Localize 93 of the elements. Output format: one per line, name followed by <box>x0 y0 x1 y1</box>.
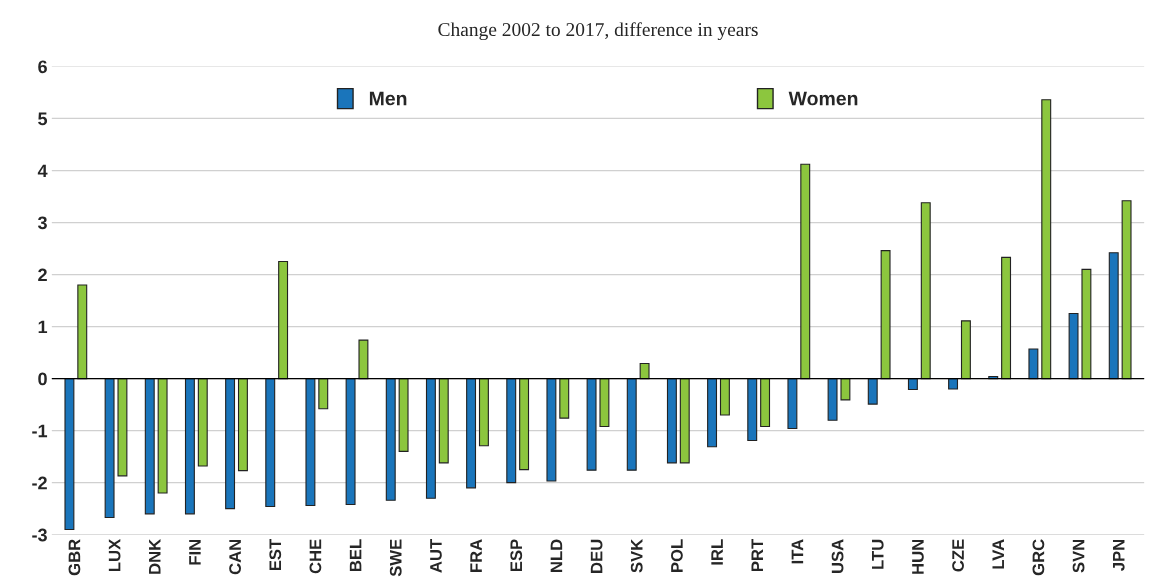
bar <box>77 284 88 380</box>
x-tick-label: AUT <box>430 538 442 573</box>
bar <box>867 378 878 405</box>
x-tick-label: SVN <box>1072 539 1085 573</box>
bar <box>1068 313 1079 380</box>
bar <box>559 378 570 419</box>
x-tick-label: BEL <box>349 539 362 572</box>
bar <box>425 378 436 499</box>
x-tick-label: SVK <box>630 538 643 573</box>
bar <box>719 378 730 416</box>
bar <box>626 378 637 471</box>
x-tick-label: ESP <box>510 539 523 572</box>
bar <box>117 378 128 477</box>
y-tick-label: 0 <box>38 372 47 386</box>
x-tick-label: CHE <box>309 539 322 574</box>
legend-label: Women <box>788 91 858 106</box>
bar <box>1108 252 1119 380</box>
bar <box>345 378 356 506</box>
bar <box>1081 268 1092 380</box>
bar <box>225 378 236 510</box>
x-tick-label: FRA <box>470 539 482 572</box>
bar <box>787 378 798 430</box>
x-tick-label: LVA <box>992 539 1004 569</box>
x-tick-label: CZE <box>952 539 964 572</box>
bar <box>519 378 530 471</box>
x-tick-label: DEU <box>590 539 603 573</box>
x-tick-label: IRL <box>711 539 723 565</box>
x-tick-label: FIN <box>189 539 201 565</box>
bar <box>104 378 115 519</box>
bar <box>278 260 289 380</box>
y-tick-label: 6 <box>38 60 47 74</box>
bar <box>747 378 758 442</box>
y-tick-label: 1 <box>38 320 48 334</box>
bar <box>144 378 155 515</box>
y-tick-label: 5 <box>38 112 48 126</box>
y-tick-label: -3 <box>32 528 47 542</box>
bar <box>960 320 971 380</box>
bar <box>800 163 811 380</box>
bar <box>1121 200 1132 380</box>
x-tick-label: ITA <box>791 539 804 564</box>
x-tick-label: GRC <box>1032 539 1045 576</box>
bar <box>466 378 477 489</box>
x-tick-label: HUN <box>912 539 924 574</box>
bar <box>707 378 718 448</box>
x-tick-label: SWE <box>389 539 402 577</box>
y-tick-label: -2 <box>32 476 47 490</box>
bar <box>840 378 851 401</box>
bar <box>184 378 195 515</box>
x-tick-label: PRT <box>751 538 763 572</box>
x-tick-label: CAN <box>229 539 241 575</box>
bar <box>880 250 891 380</box>
bar <box>639 362 650 380</box>
bar <box>1001 256 1012 380</box>
x-tick-label: JPN <box>1112 539 1125 571</box>
x-tick-label: NLD <box>550 539 563 572</box>
y-tick-label: 2 <box>38 268 47 282</box>
bar <box>398 378 409 452</box>
bar <box>666 378 677 464</box>
bar <box>827 378 838 421</box>
bar <box>64 378 75 531</box>
bar <box>920 202 931 380</box>
x-tick-label: LUX <box>108 538 121 572</box>
y-tick-label: 3 <box>37 216 47 230</box>
y-tick-label: -1 <box>32 424 48 438</box>
bar <box>599 378 610 428</box>
bar <box>385 378 396 501</box>
bar <box>546 378 557 482</box>
bar <box>1041 99 1052 380</box>
bar <box>237 378 248 472</box>
bar <box>760 378 771 428</box>
x-tick-label: DNK <box>149 538 161 574</box>
bar <box>318 378 329 410</box>
x-tick-label: EST <box>269 539 282 571</box>
bar <box>506 378 517 484</box>
bar <box>358 339 369 380</box>
bar <box>157 378 168 494</box>
bar <box>265 378 276 508</box>
bar <box>438 378 449 464</box>
x-tick-label: POL <box>671 539 683 572</box>
x-tick-label: LTU <box>872 539 884 569</box>
chart-title: Change 2002 to 2017, difference in years <box>438 22 758 41</box>
bar <box>679 378 690 464</box>
bar <box>948 378 959 390</box>
x-tick-label: GBR <box>68 539 81 576</box>
bar <box>907 378 918 391</box>
bar <box>478 378 489 447</box>
bar <box>197 378 208 467</box>
y-tick-label: 4 <box>37 164 48 178</box>
bar <box>305 378 316 507</box>
bar <box>586 378 597 471</box>
x-tick-label: USA <box>831 539 844 574</box>
legend-label: Men <box>369 91 407 106</box>
bar <box>1028 348 1039 380</box>
